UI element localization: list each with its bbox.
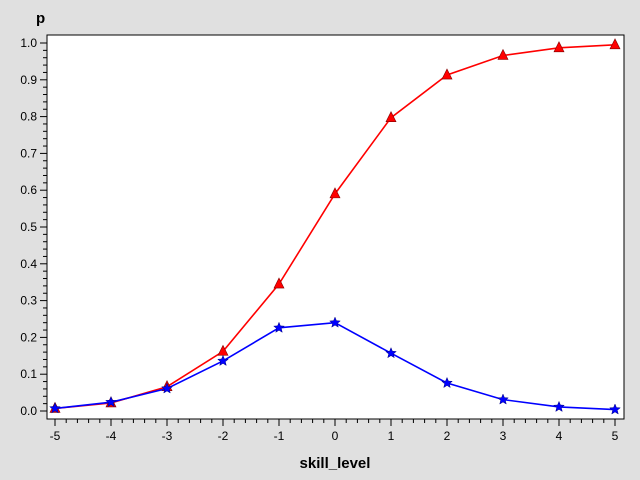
- y-tick-label: 0.4: [20, 257, 37, 271]
- y-tick-label: 0.7: [20, 146, 37, 160]
- data-point-triangle: [609, 38, 621, 50]
- x-tick-label: -4: [106, 429, 117, 443]
- data-point-star: [161, 382, 173, 394]
- data-point-triangle: [441, 68, 453, 80]
- series-layer: [49, 38, 621, 415]
- y-tick-label: 0.5: [20, 220, 37, 234]
- data-point-star: [217, 354, 229, 366]
- data-point-star: [49, 402, 61, 414]
- x-tick-label: 5: [612, 429, 619, 443]
- y-axis-title: p: [36, 10, 45, 27]
- data-point-star: [497, 393, 509, 405]
- x-tick-label: 4: [556, 429, 563, 443]
- data-point-star: [441, 376, 453, 389]
- data-point-triangle: [273, 277, 285, 289]
- data-point-star: [273, 321, 285, 333]
- y-tick-label: 0.8: [20, 110, 37, 124]
- x-tick-label: 2: [444, 429, 451, 443]
- y-tick-label: 0.3: [20, 294, 37, 308]
- y-tick-label: 0.9: [20, 73, 37, 87]
- data-point-star: [609, 403, 621, 415]
- y-tick-label: 0.2: [20, 330, 37, 344]
- data-point-star: [105, 395, 117, 408]
- plot-area: [46, 34, 625, 420]
- data-point-triangle: [497, 48, 509, 60]
- data-point-triangle: [385, 111, 397, 123]
- y-tick-label: 0.6: [20, 183, 37, 197]
- x-tick-label: -3: [162, 429, 173, 443]
- data-point-triangle: [553, 41, 565, 53]
- axes: -5 -4 -3 -2 -1 0 1 2 3 4 5 0.0 0.1 0.2 0.3 0.4 0.5 0.6 0.7…: [20, 36, 618, 443]
- y-tick-label: 0.0: [20, 404, 37, 418]
- data-point-triangle: [329, 187, 341, 199]
- y-tick-label: 1.0: [20, 36, 37, 50]
- data-point-star: [329, 316, 341, 328]
- y-tick-label: 0.1: [20, 367, 37, 381]
- x-tick-label: -2: [218, 429, 229, 443]
- x-axis-title: skill_level: [300, 455, 371, 472]
- data-point-star: [385, 347, 397, 359]
- x-tick-label: -5: [50, 429, 61, 443]
- series-star: [49, 316, 621, 415]
- data-point-star: [553, 400, 565, 412]
- x-tick-label: 1: [388, 429, 395, 443]
- x-tick-label: -1: [274, 429, 285, 443]
- x-tick-label: 0: [332, 429, 339, 443]
- x-tick-label: 3: [500, 429, 507, 443]
